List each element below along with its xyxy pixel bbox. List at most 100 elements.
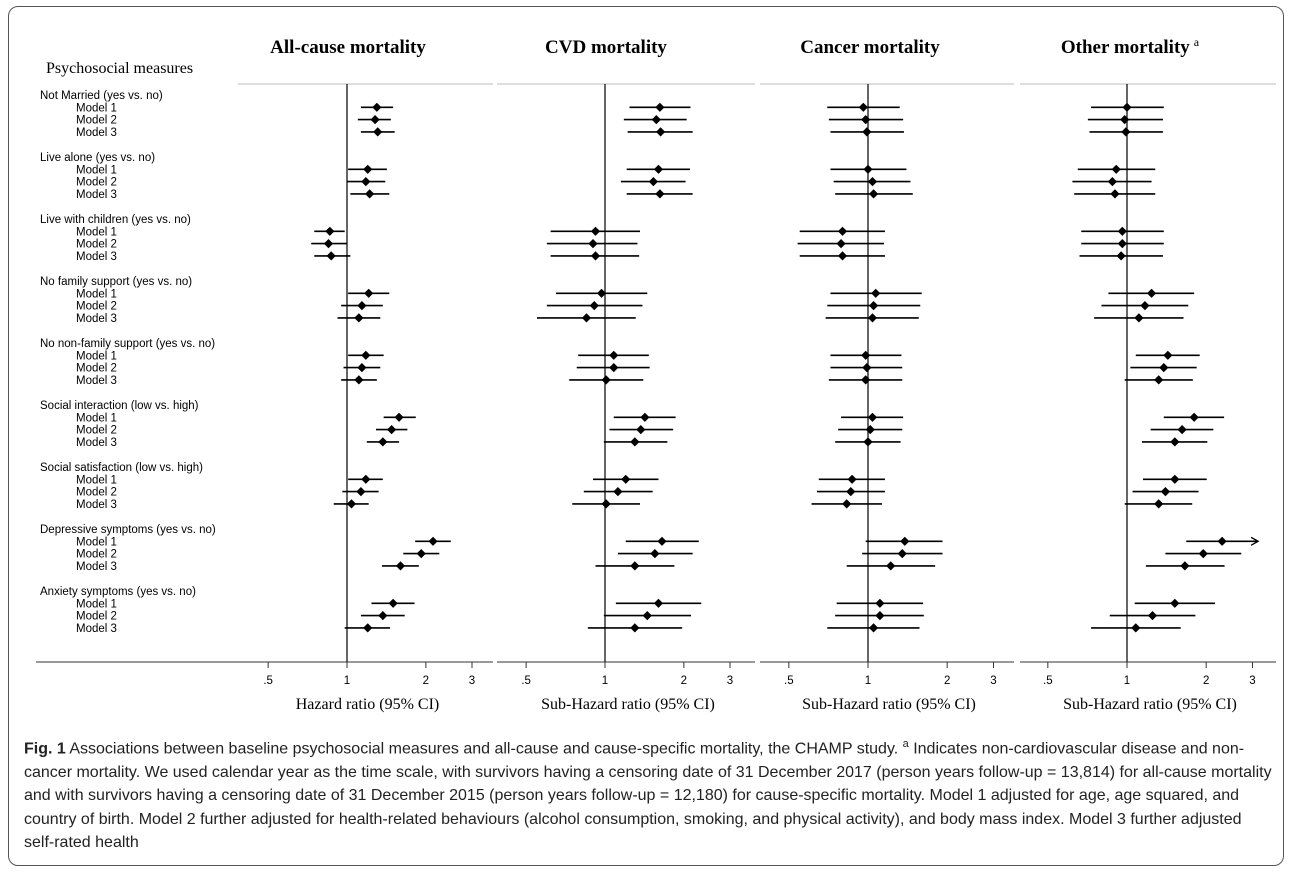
point-estimate: [838, 227, 847, 236]
x-tick-label: 1: [344, 675, 350, 687]
point-estimate: [396, 561, 405, 570]
model-label: Model 1: [76, 598, 117, 610]
group-label: Social satisfaction (low vs. high): [40, 462, 203, 474]
point-estimate: [875, 599, 884, 608]
model-label: Model 2: [76, 239, 117, 251]
model-label: Model 2: [76, 115, 117, 127]
point-estimate: [1170, 437, 1179, 446]
point-estimate: [869, 301, 878, 310]
x-tick-label: .5: [1043, 675, 1053, 687]
point-estimate: [1108, 177, 1117, 186]
model-label: Model 2: [76, 177, 117, 189]
point-estimate: [378, 437, 387, 446]
point-estimate: [869, 623, 878, 632]
point-estimate: [1199, 549, 1208, 558]
x-tick-label: 3: [1249, 675, 1255, 687]
point-estimate: [1170, 599, 1179, 608]
point-estimate: [863, 437, 872, 446]
x-tick-label: 2: [1203, 675, 1209, 687]
point-estimate: [602, 375, 611, 384]
x-axis-title: Sub-Hazard ratio (95% CI): [1063, 696, 1237, 713]
point-estimate: [428, 537, 437, 546]
point-estimate: [875, 611, 884, 620]
point-estimate: [868, 177, 877, 186]
model-label: Model 1: [76, 474, 117, 486]
point-estimate: [389, 599, 398, 608]
point-estimate: [370, 115, 379, 124]
point-estimate: [1121, 127, 1130, 136]
point-estimate: [613, 487, 622, 496]
model-label: Model 2: [76, 363, 117, 375]
point-estimate: [324, 239, 333, 248]
point-estimate: [582, 313, 591, 322]
point-estimate: [636, 425, 645, 434]
point-estimate: [862, 127, 871, 136]
model-label: Model 2: [76, 425, 117, 437]
point-estimate: [372, 103, 381, 112]
model-label: Model 2: [76, 487, 117, 499]
point-estimate: [363, 165, 372, 174]
x-axis-title: Sub-Hazard ratio (95% CI): [541, 696, 715, 713]
point-estimate: [654, 165, 663, 174]
point-estimate: [654, 599, 663, 608]
model-label: Model 2: [76, 611, 117, 623]
point-estimate: [1163, 351, 1172, 360]
x-tick-label: 2: [423, 675, 429, 687]
point-estimate: [842, 499, 851, 508]
model-label: Model 1: [76, 412, 117, 424]
point-estimate: [846, 487, 855, 496]
model-label: Model 3: [76, 313, 117, 325]
point-estimate: [417, 549, 426, 558]
model-label: Model 1: [76, 102, 117, 114]
point-estimate: [602, 499, 611, 508]
x-tick-label: 1: [1124, 675, 1130, 687]
model-label: Model 3: [76, 499, 117, 511]
point-estimate: [364, 289, 373, 298]
group-label: No family support (yes vs. no): [40, 276, 192, 288]
point-estimate: [1159, 363, 1168, 372]
point-estimate: [357, 301, 366, 310]
point-estimate: [347, 499, 356, 508]
point-estimate: [354, 313, 363, 322]
point-estimate: [1170, 475, 1179, 484]
point-estimate: [861, 351, 870, 360]
point-estimate: [1190, 413, 1199, 422]
point-estimate: [1154, 499, 1163, 508]
point-estimate: [588, 239, 597, 248]
point-estimate: [871, 289, 880, 298]
point-estimate: [656, 127, 665, 136]
model-label: Model 1: [76, 226, 117, 238]
point-estimate: [1118, 239, 1127, 248]
model-label: Model 1: [76, 536, 117, 548]
point-estimate: [838, 251, 847, 260]
panel-title-footnote-mark: a: [1194, 35, 1200, 49]
point-estimate: [590, 301, 599, 310]
point-estimate: [365, 189, 374, 198]
model-label: Model 3: [76, 189, 117, 201]
point-estimate: [630, 437, 639, 446]
point-estimate: [643, 611, 652, 620]
point-estimate: [1112, 165, 1121, 174]
panel-title: Other mortality a: [1061, 35, 1200, 58]
x-tick-label: .5: [521, 675, 531, 687]
point-estimate: [361, 475, 370, 484]
caption-label: Fig. 1: [24, 740, 66, 757]
point-estimate: [1110, 189, 1119, 198]
point-estimate: [1154, 375, 1163, 384]
point-estimate: [630, 623, 639, 632]
figure-caption: Fig. 1 Associations between baseline psy…: [24, 733, 1276, 855]
panel-title: All-cause mortality: [270, 37, 426, 58]
point-estimate: [1180, 561, 1189, 570]
point-estimate: [394, 413, 403, 422]
point-estimate: [866, 425, 875, 434]
model-label: Model 1: [76, 164, 117, 176]
group-label: No non-family support (yes vs. no): [40, 338, 215, 350]
point-estimate: [900, 537, 909, 546]
point-estimate: [898, 549, 907, 558]
point-estimate: [1161, 487, 1170, 496]
point-estimate: [357, 363, 366, 372]
point-estimate: [363, 623, 372, 632]
model-label: Model 3: [76, 623, 117, 635]
point-estimate: [650, 549, 659, 558]
